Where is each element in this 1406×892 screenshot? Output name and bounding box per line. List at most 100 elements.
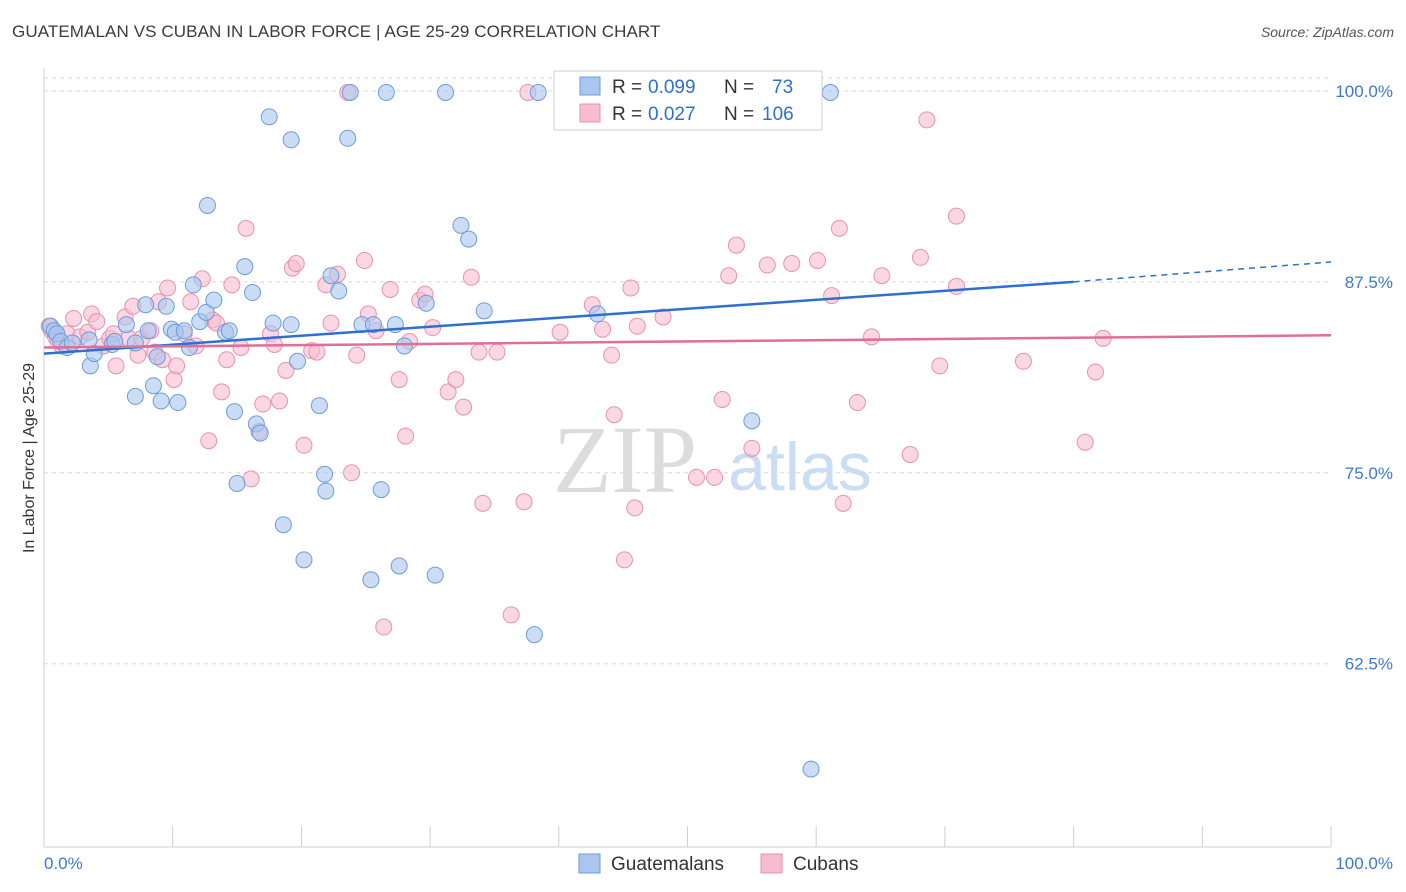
cuban-point <box>830 219 848 237</box>
cuban-point <box>213 383 231 401</box>
guatemalan-point <box>821 83 839 101</box>
guatemalan-point <box>317 482 335 500</box>
cuban-point <box>654 308 672 326</box>
guatemalan-point <box>390 557 408 575</box>
series-legend: Guatemalans Cubans <box>578 853 859 875</box>
series-cubans <box>40 83 1112 636</box>
guatemalan-point <box>475 302 493 320</box>
guatemalan-point <box>330 282 348 300</box>
cuban-point <box>931 357 949 375</box>
guatemalan-point <box>236 258 254 276</box>
cuban-point <box>626 499 644 517</box>
cuban-point <box>218 351 236 369</box>
guatemalan-point <box>243 284 261 302</box>
cuban-point <box>295 436 313 454</box>
guatemalan-point <box>460 230 478 248</box>
cuban-point <box>348 346 366 364</box>
cuban-point <box>277 361 295 379</box>
cuban-point <box>254 395 272 413</box>
cuban-point <box>502 606 520 624</box>
cuban-point <box>390 371 408 389</box>
guatemalan-point <box>529 83 547 101</box>
y-tick-label: 75.0% <box>1345 464 1393 483</box>
y-tick-label: 62.5% <box>1345 655 1393 674</box>
cuban-point <box>462 268 480 286</box>
guatemalan-point <box>152 392 170 410</box>
cuban-point <box>834 494 852 512</box>
cuban-point <box>720 267 738 285</box>
cuban-point <box>200 432 218 450</box>
cuban-point <box>355 251 373 269</box>
guatemalan-point <box>395 337 413 355</box>
guatemalan-point <box>126 387 144 405</box>
trend-line-guatemalans <box>43 280 1074 355</box>
guatemalan-point <box>426 566 444 584</box>
cuban-point <box>911 248 929 266</box>
cuban-point <box>551 323 569 341</box>
cuban-point <box>515 493 533 511</box>
stats-r-label-cubans: R = <box>612 104 642 125</box>
guatemalan-point <box>139 322 157 340</box>
cuban-point <box>727 236 745 254</box>
cuban-point <box>182 293 200 311</box>
chart-title: GUATEMALAN VS CUBAN IN LABOR FORCE | AGE… <box>12 22 661 41</box>
guatemalan-point <box>148 348 166 366</box>
guatemalan-point <box>372 481 390 499</box>
guatemalan-point <box>264 314 282 332</box>
guatemalan-point <box>220 322 238 340</box>
guatemalan-point <box>322 267 340 285</box>
trend-line-cubans <box>43 334 1332 349</box>
cuban-point <box>622 279 640 297</box>
stats-n-label-cubans: N = <box>724 104 754 125</box>
guatemalan-point <box>295 551 313 569</box>
cuban-point <box>823 287 841 305</box>
guatemalan-point <box>452 216 470 234</box>
cuban-point <box>397 427 415 445</box>
cuban-point <box>615 551 633 569</box>
legend-label-guatemalans: Guatemalans <box>611 854 724 875</box>
cuban-point <box>688 468 706 486</box>
guatemalan-point <box>377 83 395 101</box>
guatemalan-point <box>260 108 278 126</box>
cuban-point <box>603 346 621 364</box>
guatemalan-point <box>341 83 359 101</box>
guatemalan-point <box>117 316 135 334</box>
cuban-point <box>901 445 919 463</box>
guatemalan-point <box>362 571 380 589</box>
legend-swatch-guatemalans <box>578 853 601 874</box>
guatemalan-point <box>205 291 223 309</box>
cuban-point <box>287 255 305 273</box>
cuban-point <box>488 343 506 361</box>
cuban-point <box>470 343 488 361</box>
y-tick-label: 87.5% <box>1345 273 1393 292</box>
cuban-point <box>743 439 761 457</box>
guatemalan-point <box>289 352 307 370</box>
cuban-point <box>873 267 891 285</box>
cuban-point <box>159 279 177 297</box>
cuban-point <box>223 276 241 294</box>
cuban-point <box>918 111 936 129</box>
watermark-zip: ZIP <box>553 406 697 513</box>
cuban-point <box>455 398 473 416</box>
guatemalan-point <box>316 465 334 483</box>
cuban-point <box>232 339 250 357</box>
guatemalan-point <box>225 403 243 421</box>
guatemalan-point <box>743 412 761 430</box>
guatemalan-point <box>228 474 246 492</box>
cuban-point <box>863 328 881 346</box>
cuban-point <box>65 310 83 328</box>
cuban-point <box>808 251 826 269</box>
trend-line-guatemalans-projection <box>1073 261 1332 283</box>
cuban-point <box>605 406 623 424</box>
cuban-point <box>758 256 776 274</box>
guatemalan-point <box>339 129 357 147</box>
source-label: Source: ZipAtlas.com <box>1260 24 1394 40</box>
guatemalan-point <box>274 516 292 534</box>
series-guatemalans <box>41 83 839 778</box>
cuban-point <box>165 371 183 389</box>
cuban-point <box>628 317 646 335</box>
cuban-point <box>88 313 106 331</box>
y-tick-labels: 62.5% 75.0% 87.5% 100.0% <box>1335 82 1393 674</box>
cuban-point <box>168 357 186 375</box>
grid-lines <box>44 77 1331 665</box>
